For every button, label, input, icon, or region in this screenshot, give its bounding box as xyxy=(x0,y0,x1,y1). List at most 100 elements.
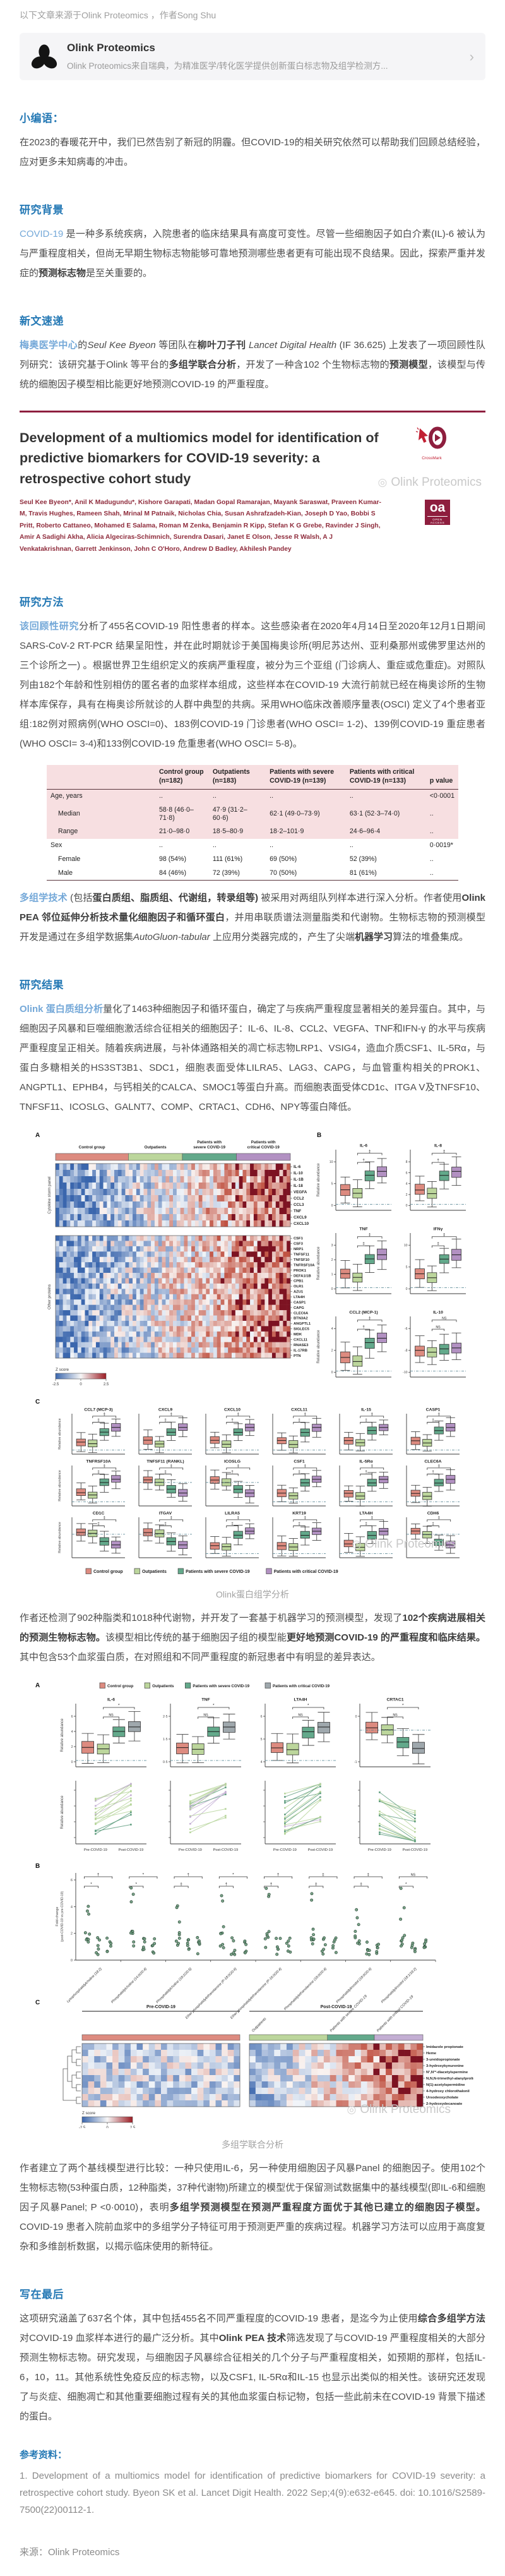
account-card[interactable]: Olink Proteomics Olink Proteomics来自瑞典，为精… xyxy=(20,33,485,80)
svg-text:ICOSLG: ICOSLG xyxy=(224,1459,241,1464)
svg-text:‡: ‡ xyxy=(304,1464,306,1468)
svg-text:CXCL11: CXCL11 xyxy=(291,1407,307,1412)
svg-text:Other proteins: Other proteins xyxy=(47,1284,52,1309)
svg-text:Patients with severe COVID-19: Patients with severe COVID-19 xyxy=(186,1570,250,1574)
svg-text:0: 0 xyxy=(406,1204,408,1208)
svg-text:†: † xyxy=(225,1882,228,1886)
svg-text:‡: ‡ xyxy=(443,1232,446,1237)
source-footer: 来源：Olink Proteomics xyxy=(20,2546,120,2558)
svg-text:LTA4H: LTA4H xyxy=(294,1697,307,1702)
svg-text:IL-17RB: IL-17RB xyxy=(294,1349,307,1352)
svg-text:2·5: 2·5 xyxy=(163,1715,168,1719)
svg-text:LTA4H: LTA4H xyxy=(360,1511,373,1515)
svg-text:*: * xyxy=(136,1882,138,1886)
svg-text:PTN: PTN xyxy=(294,1354,301,1358)
svg-text:NS: NS xyxy=(436,1325,441,1329)
methods-heading: 研究方法 xyxy=(20,596,64,609)
svg-text:IL-6: IL-6 xyxy=(360,1143,367,1148)
svg-text:CXCL10: CXCL10 xyxy=(224,1407,241,1412)
svg-text:NS: NS xyxy=(411,1873,416,1877)
svg-text:‡: ‡ xyxy=(164,1470,167,1474)
svg-text:†: † xyxy=(432,1470,434,1474)
svg-text:Post-COVID-19: Post-COVID-19 xyxy=(403,1848,428,1852)
svg-text:A: A xyxy=(35,1132,40,1139)
svg-text:critical COVID-19: critical COVID-19 xyxy=(247,1145,280,1150)
svg-text:4: 4 xyxy=(71,1730,73,1734)
svg-text:‡: ‡ xyxy=(432,1418,434,1423)
svg-text:‡: ‡ xyxy=(170,1515,172,1520)
svg-text:IL-15: IL-15 xyxy=(361,1407,371,1412)
svg-text:severe COVID-19: severe COVID-19 xyxy=(193,1145,225,1150)
svg-text:Fold-change: Fold-change xyxy=(56,1906,59,1926)
svg-text:CASP1: CASP1 xyxy=(294,1301,306,1304)
paper-title-card[interactable]: Development of a multiomics model for id… xyxy=(20,411,485,564)
svg-text:‡: ‡ xyxy=(315,1882,318,1886)
svg-text:2: 2 xyxy=(71,1932,73,1935)
background-paragraph: COVID-19 是一种多系统疾病，入院患者的临床结果具有高度可变性。尽管一些细… xyxy=(20,229,485,279)
svg-text:CXCL9: CXCL9 xyxy=(158,1407,173,1412)
svg-text:Relative abundance: Relative abundance xyxy=(317,1330,321,1364)
svg-text:CAPG: CAPG xyxy=(294,1306,304,1310)
svg-text:SIGLEC5: SIGLEC5 xyxy=(294,1327,310,1331)
svg-text:*: * xyxy=(405,1882,407,1886)
svg-text:2-hydroxydecanoate: 2-hydroxydecanoate xyxy=(426,2102,463,2106)
svg-text:‡: ‡ xyxy=(231,1522,234,1526)
svg-text:6: 6 xyxy=(261,1715,263,1719)
methods-paragraph: 该回顾性研究分析了455名COVID-19 阳性患者的样本。这些感染者在2020… xyxy=(20,621,485,750)
svg-text:‡: ‡ xyxy=(437,1515,440,1520)
svg-text:TNFSF11: TNFSF11 xyxy=(294,1253,310,1256)
figure-multiomics-image[interactable]: A Control group Outpatients Patients with s… xyxy=(32,1678,473,2128)
svg-text:†: † xyxy=(365,1470,367,1474)
svg-text:3: 3 xyxy=(331,1244,333,1248)
svg-text:Outpatients: Outpatients xyxy=(152,1684,174,1688)
svg-text:2: 2 xyxy=(71,1745,73,1749)
svg-text:‡: ‡ xyxy=(367,1872,369,1877)
svg-text:CSF3: CSF3 xyxy=(294,1242,304,1246)
svg-text:2.5: 2.5 xyxy=(130,2126,136,2128)
svg-text:IL-18: IL-18 xyxy=(294,1184,303,1188)
demographics-table[interactable]: Control group (n=182) Outpatients (n=183)… xyxy=(20,765,485,881)
svg-text:5: 5 xyxy=(331,1182,333,1186)
svg-text:‡: ‡ xyxy=(365,1418,367,1423)
svg-text:†: † xyxy=(362,1158,365,1162)
svg-text:LILRA5: LILRA5 xyxy=(225,1511,240,1515)
svg-text:‡: ‡ xyxy=(437,1412,440,1416)
svg-text:Post-COVID-19: Post-COVID-19 xyxy=(321,2005,352,2009)
svg-text:Patients with: Patients with xyxy=(251,1140,276,1145)
svg-text:Patients with: Patients with xyxy=(197,1140,222,1145)
svg-text:TNF: TNF xyxy=(294,1209,301,1213)
multiomics-paragraph: 多组学技术 (包括蛋白质组、脂质组、代谢组，转录组等) 被采用对两组队列样本进行… xyxy=(20,892,486,942)
svg-text:10: 10 xyxy=(330,1160,333,1164)
svg-text:Post-COVID-19: Post-COVID-19 xyxy=(119,1848,144,1852)
svg-text:IL-6: IL-6 xyxy=(294,1165,301,1169)
svg-text:2: 2 xyxy=(406,1193,408,1197)
source-attribution: 以下文章来源于Olink Proteomics ，作者Song Shu xyxy=(20,10,217,20)
svg-text:‡: ‡ xyxy=(180,1882,182,1886)
figure-proteomics-image[interactable]: A Control group Outpatients Patients with se… xyxy=(32,1128,473,1578)
editor-note-paragraph: 在2023的春暖花开中，我们已然告别了新冠的阴霾。但COVID-19的相关研究依… xyxy=(20,137,485,167)
svg-text:‡: ‡ xyxy=(170,1464,172,1468)
svg-text:Patients with severe COVID-19: Patients with severe COVID-19 xyxy=(330,1994,369,2033)
svg-text:TNF: TNF xyxy=(201,1697,210,1702)
svg-text:Relative abundance: Relative abundance xyxy=(58,1418,62,1449)
svg-text:CRTAC1: CRTAC1 xyxy=(386,1697,403,1702)
svg-text:Relative abundance: Relative abundance xyxy=(58,1470,62,1501)
svg-text:Pre-COVID-19: Pre-COVID-19 xyxy=(146,2005,175,2009)
oa-badge-subtext: OPEN ACCESS xyxy=(427,516,448,524)
svg-text:CSF1: CSF1 xyxy=(294,1237,304,1241)
svg-text:(post-COVID-19 vs pre-COVID-19: (post-COVID-19 vs pre-COVID-19) xyxy=(61,1891,64,1941)
svg-text:Patients with critical COVID-1: Patients with critical COVID-19 xyxy=(273,1684,330,1688)
svg-text:Heme: Heme xyxy=(426,2052,437,2055)
svg-text:CASP1: CASP1 xyxy=(426,1407,441,1412)
references-heading: 参考资料： xyxy=(20,2449,68,2460)
results-paragraph-1: Olink 蛋白质组分析量化了1463种细胞因子和循环蛋白，确定了与疾病严重程度… xyxy=(20,1003,485,1112)
results-heading: 研究结果 xyxy=(20,978,64,991)
svg-text:1: 1 xyxy=(331,1273,333,1277)
svg-text:Cytokine storm panel: Cytokine storm panel xyxy=(47,1176,52,1213)
results-paragraph-2: 作者还检测了902种脂类和1018种代谢物，并开发了一套基于机器学习的预测模型，… xyxy=(20,1612,485,1663)
svg-text:*: * xyxy=(213,1703,215,1707)
account-description: Olink Proteomics来自瑞典，为精准医学/转化医学提供创新蛋白标志物… xyxy=(67,61,388,71)
svg-text:Patients with severe COVID-19: Patients with severe COVID-19 xyxy=(193,1684,249,1688)
svg-text:3-ureidopropionate: 3-ureidopropionate xyxy=(426,2058,460,2062)
svg-text:Phosphatidylinositol (18:0/20:: Phosphatidylinositol (18:0/20:4) xyxy=(336,1967,373,2004)
